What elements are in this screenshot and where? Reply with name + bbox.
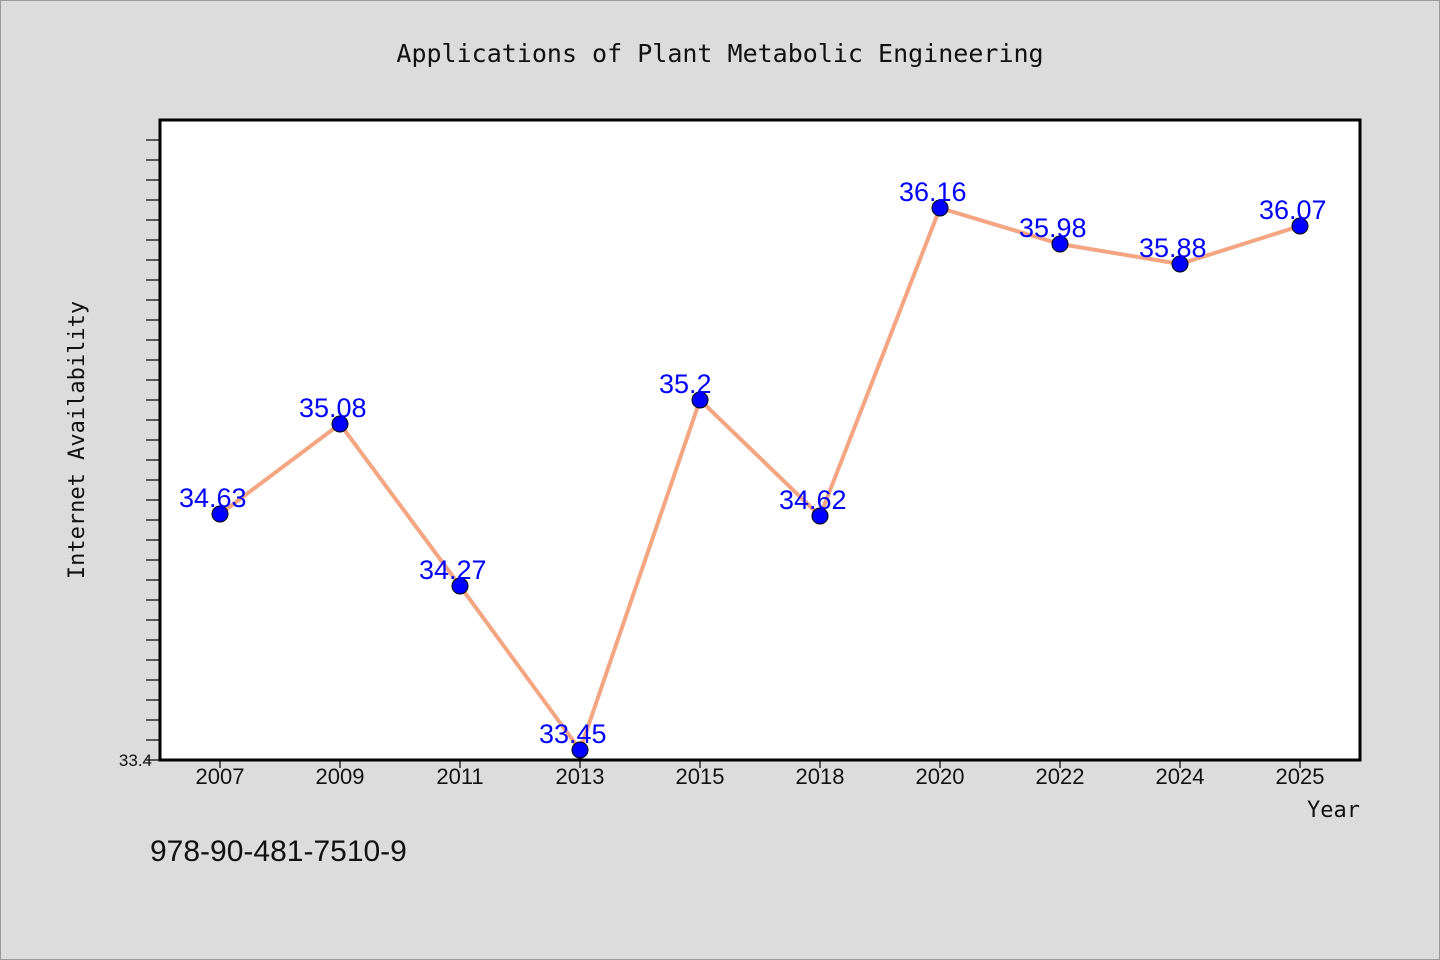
x-tick-label: 2007 — [196, 764, 245, 789]
data-label: 35.2 — [659, 369, 712, 399]
data-label: 36.16 — [899, 177, 967, 207]
x-axis-ticks: 2007 2009 2011 2013 2015 2018 2020 2022 2024 2025 — [196, 760, 1325, 789]
data-label: 35.88 — [1139, 233, 1207, 263]
data-point — [1171, 255, 1189, 273]
x-tick-label: 2024 — [1156, 764, 1205, 789]
x-tick-label: 2013 — [556, 764, 605, 789]
data-point — [691, 391, 709, 409]
data-label: 34.62 — [779, 485, 847, 515]
isbn-footer: 978-90-481-7510-9 — [150, 835, 407, 868]
data-label: 36.07 — [1259, 195, 1327, 225]
data-label: 35.08 — [299, 393, 367, 423]
y-tick-label: 33.4 — [119, 751, 152, 770]
x-tick-label: 2018 — [796, 764, 845, 789]
data-point — [451, 577, 469, 595]
data-label: 34.63 — [179, 483, 247, 513]
data-point — [1051, 235, 1069, 253]
x-tick-label: 2020 — [916, 764, 965, 789]
plot-area — [158, 118, 1362, 762]
x-tick-label: 2025 — [1276, 764, 1325, 789]
data-label: 34.27 — [419, 555, 487, 585]
data-point — [931, 199, 949, 217]
x-tick-label: 2011 — [436, 764, 483, 789]
series-line — [218, 206, 1301, 752]
data-label: 33.45 — [539, 719, 607, 749]
series-group: 34.63 35.08 34.27 33.45 35.2 34.62 36.16 35.98 3… — [179, 177, 1327, 759]
data-point — [1291, 217, 1309, 235]
x-tick-label: 2022 — [1036, 764, 1085, 789]
y-axis-label: Internet Availability — [65, 301, 90, 579]
x-tick-label: 2009 — [316, 764, 365, 789]
data-point — [211, 505, 229, 523]
chart-title: Applications of Plant Metabolic Engineer… — [396, 39, 1043, 68]
y-axis-ticks: 33.4 — [119, 139, 160, 770]
x-tick-label: 2015 — [676, 764, 725, 789]
x-axis-label: Year — [1307, 798, 1360, 823]
data-point — [571, 741, 589, 759]
data-label: 35.98 — [1019, 213, 1087, 243]
data-point — [331, 415, 349, 433]
data-point — [811, 507, 829, 525]
